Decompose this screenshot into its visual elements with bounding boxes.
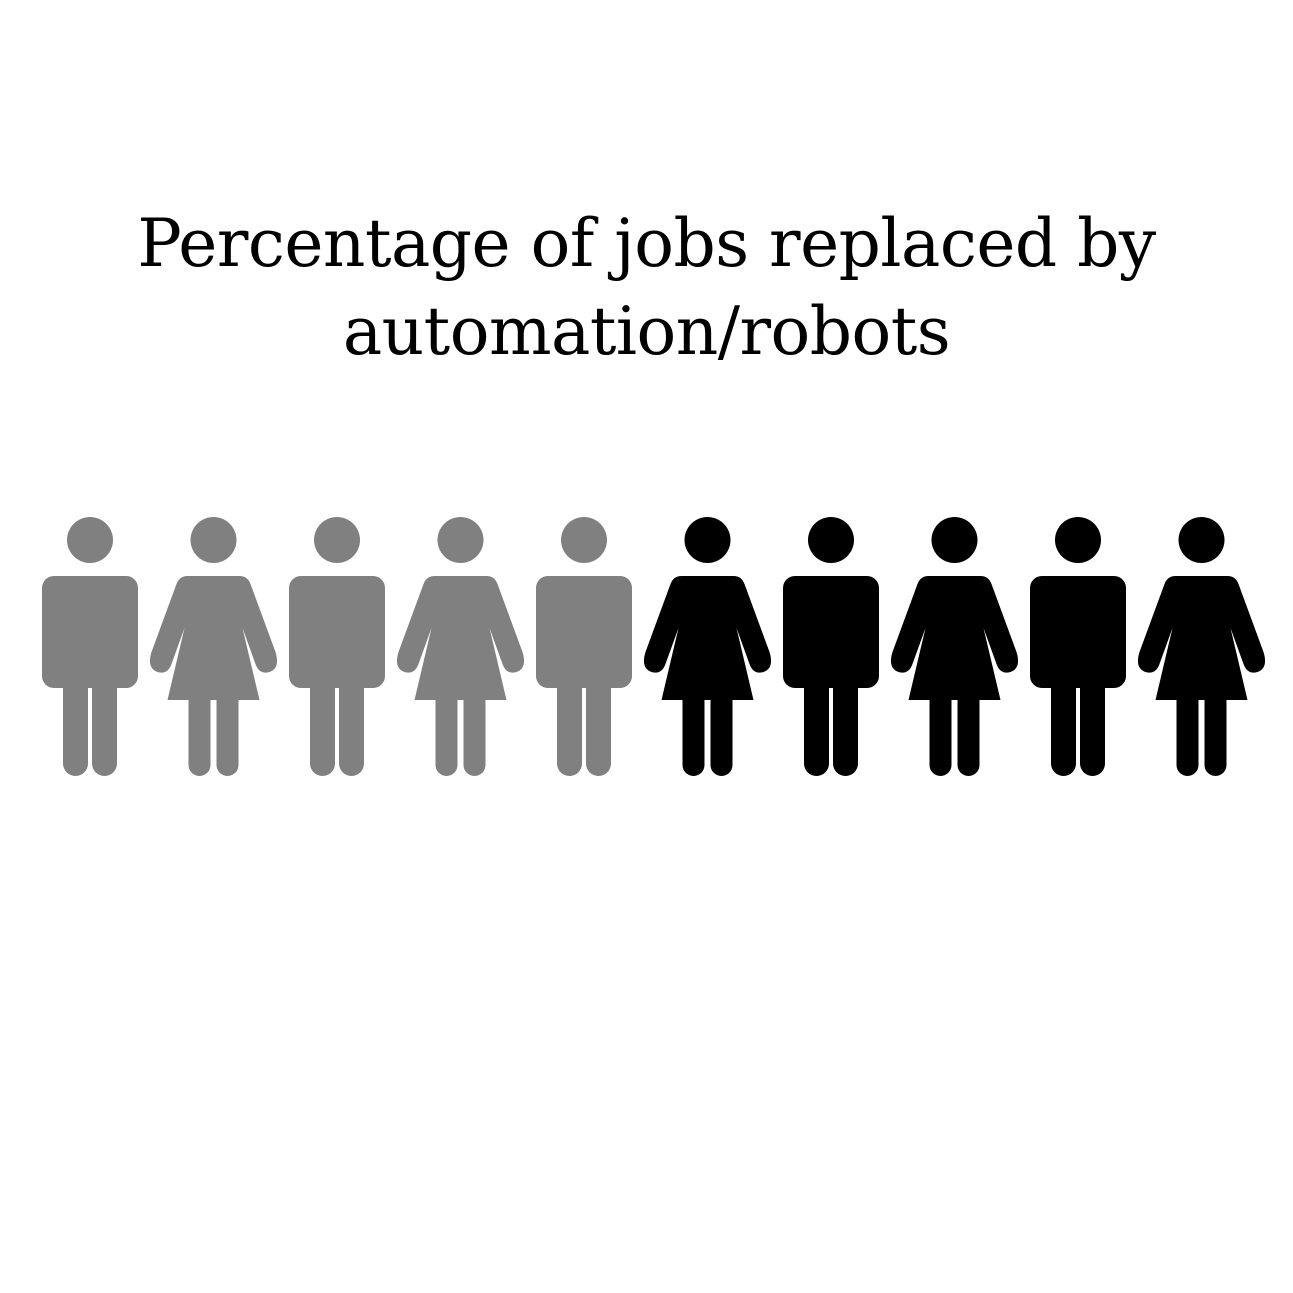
man-icon — [536, 517, 632, 776]
chart-title-line-2: automation/robots — [342, 293, 951, 370]
man-icon — [783, 517, 879, 776]
woman-icon — [149, 517, 278, 776]
woman-icon — [643, 517, 772, 776]
pictogram-chart — [42, 517, 1266, 776]
woman-icon — [1137, 517, 1266, 776]
chart-title-line-1: Percentage of jobs replaced by — [137, 205, 1156, 282]
man-icon — [1030, 517, 1126, 776]
chart-title: Percentage of jobs replaced by automatio… — [0, 200, 1293, 376]
woman-icon — [890, 517, 1019, 776]
woman-icon — [396, 517, 525, 776]
man-icon — [42, 517, 138, 776]
man-icon — [289, 517, 385, 776]
